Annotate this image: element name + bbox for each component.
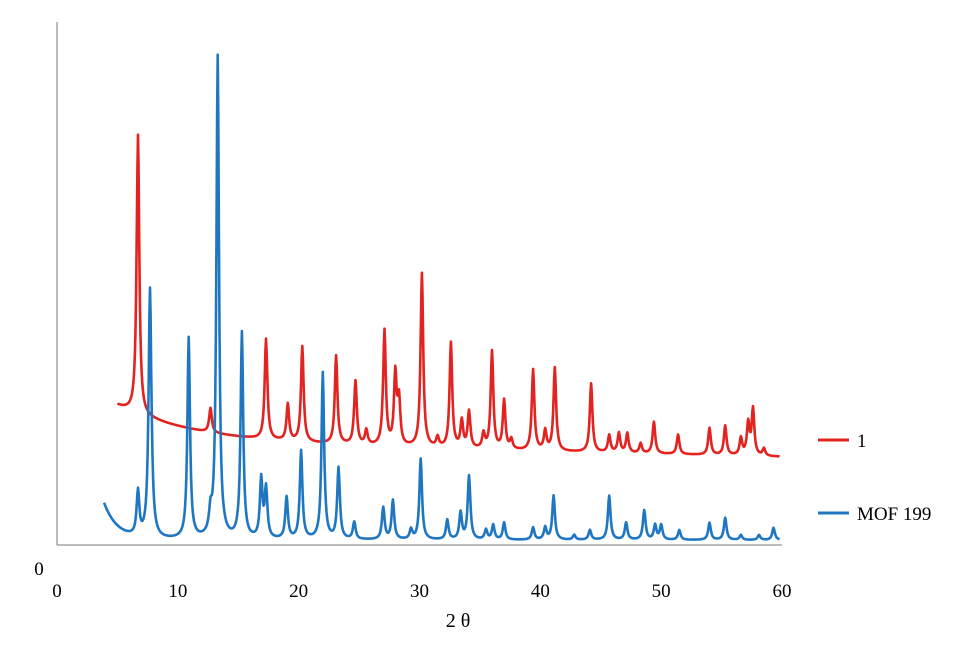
x-tick-label: 0 bbox=[52, 581, 62, 602]
x-tick-label: 40 bbox=[531, 581, 550, 602]
x-axis-label: 2 θ bbox=[446, 610, 471, 632]
series-line-1 bbox=[116, 133, 781, 458]
legend: 1 MOF 199 bbox=[818, 431, 931, 525]
x-tick-label: 10 bbox=[168, 581, 187, 602]
x-tick-label: 50 bbox=[652, 581, 671, 602]
legend-label-2: MOF 199 bbox=[857, 504, 931, 525]
y-tick-label: 0 bbox=[34, 559, 44, 580]
x-tick-label: 20 bbox=[289, 581, 308, 602]
x-tick-label: 30 bbox=[410, 581, 429, 602]
legend-label-1: 1 bbox=[857, 431, 867, 452]
series-line-2 bbox=[102, 53, 781, 541]
x-tick-labels: 0 10 20 30 40 50 60 bbox=[52, 581, 791, 602]
series-group bbox=[102, 53, 781, 541]
x-tick-label: 60 bbox=[773, 581, 792, 602]
